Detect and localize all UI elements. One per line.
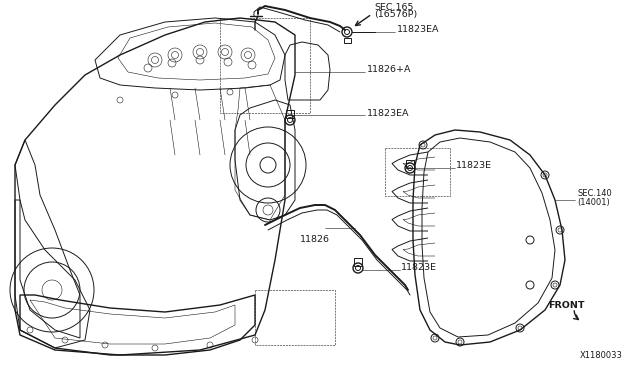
Text: X1180033: X1180033 bbox=[580, 350, 623, 359]
Text: 11823E: 11823E bbox=[401, 263, 437, 273]
Text: (16576P): (16576P) bbox=[374, 10, 417, 19]
Text: SEC.165: SEC.165 bbox=[374, 3, 413, 12]
Text: SEC.140: SEC.140 bbox=[577, 189, 612, 199]
Bar bbox=[344, 38, 351, 43]
Text: (14001): (14001) bbox=[577, 198, 610, 206]
Bar bbox=[385, 148, 450, 196]
Text: 11826: 11826 bbox=[300, 235, 330, 244]
Bar bbox=[354, 258, 362, 266]
Text: 11823EA: 11823EA bbox=[397, 26, 440, 35]
Bar bbox=[255, 290, 335, 345]
Bar bbox=[286, 110, 294, 118]
Text: 11826+A: 11826+A bbox=[367, 65, 412, 74]
Text: 11823EA: 11823EA bbox=[367, 109, 410, 118]
Text: FRONT: FRONT bbox=[548, 301, 584, 311]
Bar bbox=[406, 160, 414, 168]
Bar bbox=[220, 18, 310, 113]
Text: 11823E: 11823E bbox=[456, 161, 492, 170]
